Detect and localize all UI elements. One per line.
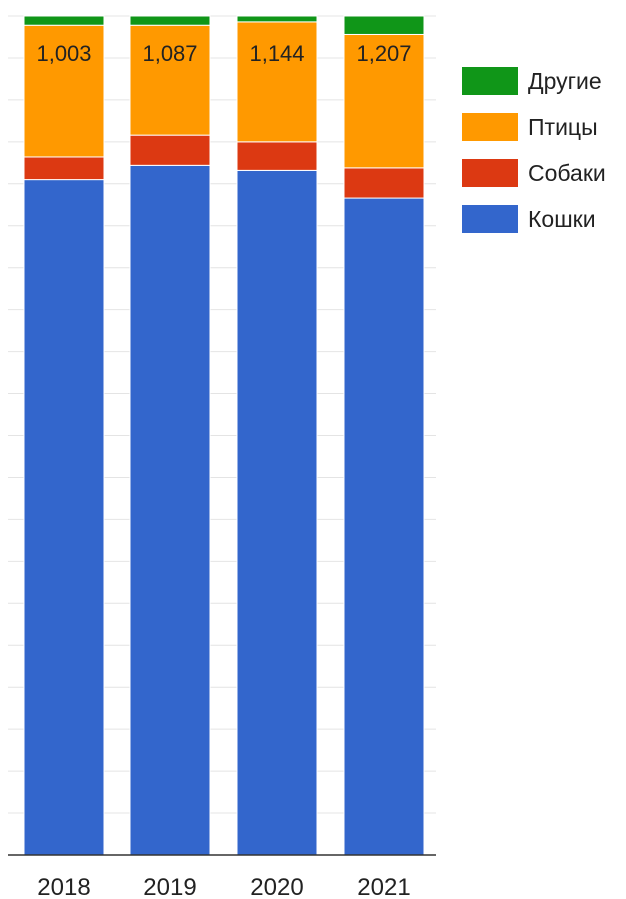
bars xyxy=(23,15,425,856)
legend-label: Собаки xyxy=(528,159,606,186)
legend-label: Птицы xyxy=(528,113,598,140)
legend-item: Другие xyxy=(462,58,606,104)
bar-segment-2020 xyxy=(236,169,318,856)
bar-segment-2018 xyxy=(23,15,105,26)
bar-total-label: 1,003 xyxy=(36,41,91,66)
bar-segment-2018 xyxy=(23,179,105,856)
bar-segment-2019 xyxy=(129,15,211,26)
bar-segment-2019 xyxy=(129,134,211,166)
bar-segment-2020 xyxy=(236,141,318,171)
x-tick-label: 2018 xyxy=(37,874,90,899)
x-tick-label: 2021 xyxy=(357,874,410,899)
bar-segment-2021 xyxy=(343,33,425,169)
legend-swatch xyxy=(462,205,518,233)
bar-segment-2018 xyxy=(23,24,105,158)
bar-segment-2021 xyxy=(343,15,425,35)
bar-total-label: 1,087 xyxy=(142,41,197,66)
bar-total-label: 1,207 xyxy=(356,41,411,66)
legend-swatch xyxy=(462,159,518,187)
legend: Другие Птицы Собаки Кошки xyxy=(462,58,606,242)
legend-swatch xyxy=(462,113,518,141)
legend-item: Птицы xyxy=(462,104,606,150)
legend-item: Собаки xyxy=(462,150,606,196)
bar-segment-2020 xyxy=(236,15,318,23)
total-labels: 1,003 1,087 1,144 1,207 xyxy=(36,41,411,66)
bar-segment-2021 xyxy=(343,167,425,199)
x-tick-label: 2019 xyxy=(143,874,196,899)
bar-segment-2020 xyxy=(236,21,318,143)
x-tick-label: 2020 xyxy=(250,874,303,899)
bar-segment-2018 xyxy=(23,156,105,181)
bar-segment-2021 xyxy=(343,197,425,856)
x-tick-labels: 2018 2019 2020 2021 xyxy=(37,874,410,899)
legend-label: Другие xyxy=(528,67,602,94)
legend-label: Кошки xyxy=(528,205,596,232)
legend-item: Кошки xyxy=(462,196,606,242)
legend-swatch xyxy=(462,67,518,95)
bar-total-label: 1,144 xyxy=(249,41,304,66)
bar-segment-2019 xyxy=(129,164,211,856)
